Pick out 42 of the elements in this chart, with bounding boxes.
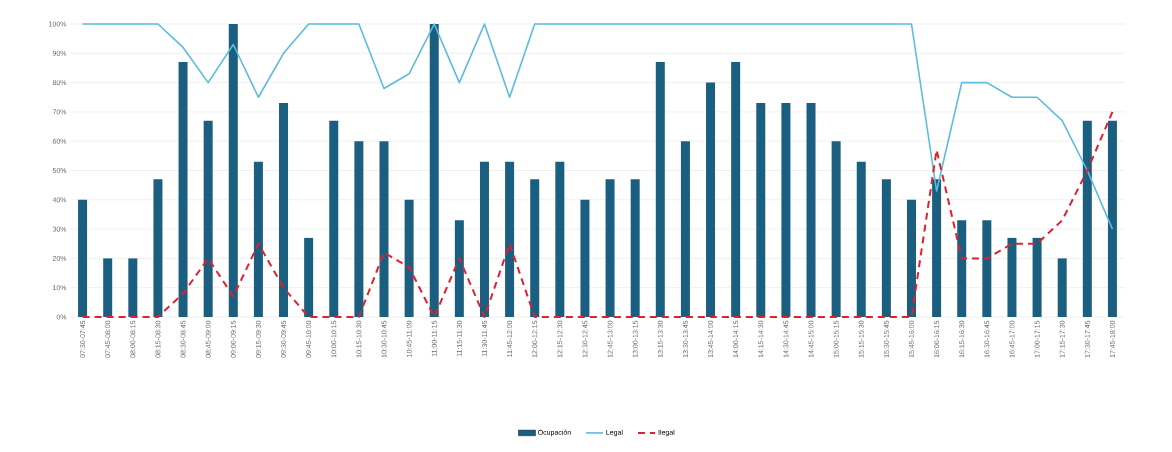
- bar: [279, 103, 289, 317]
- bar: [605, 179, 615, 317]
- bar: [831, 141, 841, 317]
- bar: [379, 141, 389, 317]
- bar: [429, 24, 439, 317]
- bar: [1107, 120, 1117, 317]
- bar: [404, 199, 414, 317]
- bar: [706, 82, 716, 317]
- bar: [630, 179, 640, 317]
- bar: [731, 62, 741, 317]
- bar: [756, 103, 766, 317]
- bar: [655, 62, 665, 317]
- bar: [906, 199, 916, 317]
- bar: [1082, 120, 1092, 317]
- bar: [957, 220, 967, 317]
- bar: [856, 161, 866, 317]
- bar: [228, 24, 238, 317]
- bar: [781, 103, 791, 317]
- bar: [1032, 237, 1042, 317]
- bar: [1007, 237, 1017, 317]
- bar: [881, 179, 891, 317]
- bar: [128, 258, 138, 317]
- bar: [103, 258, 113, 317]
- bar: [982, 220, 992, 317]
- bar: [253, 161, 263, 317]
- bar: [505, 161, 515, 317]
- bar: [555, 161, 565, 317]
- bar: [354, 141, 364, 317]
- bar: [153, 179, 163, 317]
- bar: [806, 103, 816, 317]
- bar: [479, 161, 489, 317]
- bar: [78, 199, 88, 317]
- bar: [932, 179, 942, 317]
- bar: [178, 62, 188, 317]
- bar: [530, 179, 540, 317]
- bar: [680, 141, 690, 317]
- bar: [1057, 258, 1067, 317]
- bar: [454, 220, 464, 317]
- bar: [580, 199, 590, 317]
- bar: [203, 120, 213, 317]
- bar: [304, 237, 314, 317]
- bar: [329, 120, 339, 317]
